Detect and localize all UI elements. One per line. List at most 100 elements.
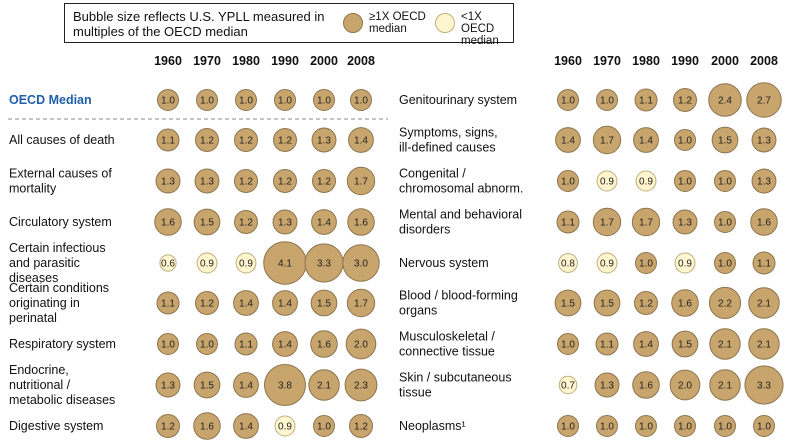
bubble-value-right-r5-2000: 2.2: [718, 299, 732, 310]
bubble-left-r2-1960: [155, 168, 181, 194]
bubble-value-left-r2-1970: 1.3: [200, 177, 214, 188]
bubble-value-right-r4-1990: 0.9: [678, 259, 692, 270]
legend-title: Bubble size reflects U.S. YPLL measured …: [73, 9, 325, 39]
bubble-value-right-r3-1960: 1.1: [561, 218, 575, 229]
bubble-value-left-r7-1960: 1.3: [161, 381, 175, 392]
row-label-right-7: Skin / subcutaneous tissue: [399, 371, 512, 400]
bubble-value-right-r2-1980: 0.9: [639, 177, 653, 188]
year-label-right-2000: 2000: [711, 54, 739, 68]
bubble-left-r7-1970: [193, 371, 221, 399]
bubble-value-right-r7-2008: 3.3: [757, 381, 771, 392]
bubble-value-right-r7-2000: 2.1: [718, 381, 732, 392]
bubble-value-left-r3-1980: 1.2: [239, 218, 253, 229]
row-label-right-2: Congenital / chromosomal abnorm.: [399, 167, 523, 196]
bubble-value-left-r1-1990: 1.2: [278, 136, 292, 147]
bubble-value-left-r2-1990: 1.2: [278, 177, 292, 188]
bubble-left-r0-1990: [274, 89, 296, 111]
bubble-value-left-r4-1960: 0.6: [161, 259, 175, 270]
bubble-left-r7-1960: [155, 372, 181, 398]
bubble-right-r6-1960: [557, 333, 579, 355]
bubble-left-r4-1980: [235, 252, 257, 274]
bubble-value-right-r4-1970: 0.9: [600, 259, 614, 270]
bubble-left-r8-2008: [349, 414, 373, 438]
bubble-value-left-r2-1960: 1.3: [161, 177, 175, 188]
bubble-value-left-r3-1970: 1.5: [200, 218, 214, 229]
bubble-value-right-r0-1990: 1.2: [678, 96, 692, 107]
bubble-right-r0-2000: [708, 83, 742, 117]
bubble-left-r8-1990: [274, 415, 296, 437]
bubble-value-left-r1-2000: 1.3: [317, 136, 331, 147]
year-label-right-1990: 1990: [671, 54, 699, 68]
bubble-right-r7-2000: [709, 369, 741, 401]
bubble-value-left-r3-2000: 1.4: [317, 218, 331, 229]
bubble-left-r0-2000: [313, 89, 335, 111]
bubble-value-left-r1-2008: 1.4: [354, 136, 368, 147]
bubble-value-left-r6-1970: 1.0: [200, 340, 214, 351]
bubble-right-r4-1990: [674, 252, 696, 274]
bubble-value-right-r1-1960: 1.4: [561, 136, 575, 147]
bubble-left-r2-2008: [346, 166, 376, 196]
bubble-right-r0-2008: [746, 82, 782, 118]
bubble-right-r6-1990: [671, 330, 699, 358]
year-label-left-1980: 1980: [232, 54, 260, 68]
bubble-right-r5-1970: [593, 289, 621, 317]
bubble-left-r6-1990: [272, 331, 298, 357]
row-label-left-0: OECD Median: [9, 93, 92, 107]
bubble-value-left-r7-1990: 3.8: [278, 381, 292, 392]
bubble-right-r1-2008: [751, 127, 777, 153]
bubble-right-r8-1970: [596, 415, 618, 437]
bubble-right-r1-1990: [674, 129, 696, 151]
bubble-left-r8-2000: [313, 415, 335, 437]
bubble-right-r3-1960: [556, 210, 580, 234]
year-label-right-1980: 1980: [632, 54, 660, 68]
year-label-left-1990: 1990: [271, 54, 299, 68]
bubble-value-right-r0-2008: 2.7: [757, 96, 771, 107]
bubble-value-left-r2-2008: 1.7: [354, 177, 368, 188]
bubble-value-right-r1-1980: 1.4: [639, 136, 653, 147]
bubble-value-left-r7-2008: 2.3: [354, 381, 368, 392]
bubble-left-r4-1960: [159, 254, 177, 272]
bubble-value-right-r3-2008: 1.6: [757, 218, 771, 229]
bubble-value-left-r7-1980: 1.4: [239, 381, 253, 392]
bubble-right-r7-1990: [669, 369, 701, 401]
bubble-value-left-r8-1980: 1.4: [239, 422, 253, 433]
bubble-value-left-r4-2000: 3.3: [317, 259, 331, 270]
row-label-left-4: Certain infectious and parasitic diseases: [9, 241, 106, 285]
bubble-value-right-r7-1980: 1.6: [639, 381, 653, 392]
bubble-right-r6-1980: [633, 331, 659, 357]
row-label-right-1: Symptoms, signs, ill-defined causes: [399, 126, 498, 155]
bubble-value-right-r6-1960: 1.0: [561, 340, 575, 351]
bubble-value-right-r8-2000: 1.0: [718, 422, 732, 433]
bubble-left-r1-1960: [156, 128, 180, 152]
bubble-value-left-r0-1990: 1.0: [278, 96, 292, 107]
bubble-value-right-r2-1970: 0.9: [600, 177, 614, 188]
bubble-left-r1-1970: [195, 128, 219, 152]
bubble-right-r5-1990: [671, 289, 699, 317]
bubble-right-r2-1970: [596, 170, 618, 192]
bubble-left-r7-1980: [233, 372, 259, 398]
bubble-value-right-r0-1960: 1.0: [561, 96, 575, 107]
bubble-value-right-r3-2000: 1.0: [718, 218, 732, 229]
bubble-value-left-r7-2000: 2.1: [317, 381, 331, 392]
bubble-value-right-r5-1970: 1.5: [600, 299, 614, 310]
bubble-right-r7-1980: [632, 371, 660, 399]
bubble-value-left-r8-1990: 0.9: [278, 422, 292, 433]
bubble-left-r5-2000: [310, 289, 338, 317]
row-label-right-4: Nervous system: [399, 256, 489, 270]
bubble-value-left-r5-1960: 1.1: [161, 299, 175, 310]
year-label-left-1960: 1960: [154, 54, 182, 68]
bubble-value-left-r2-1980: 1.2: [239, 177, 253, 188]
row-label-left-8: Digestive system: [9, 419, 103, 433]
legend-above-swatch: [343, 13, 363, 33]
bubble-right-r3-2000: [714, 211, 736, 233]
bubble-value-right-r4-2000: 1.0: [718, 259, 732, 270]
row-label-right-6: Musculoskeletal / connective tissue: [399, 330, 495, 359]
bubble-left-r5-1970: [195, 291, 219, 315]
bubble-value-right-r6-2000: 2.1: [718, 340, 732, 351]
bubble-value-left-r3-1990: 1.3: [278, 218, 292, 229]
bubble-value-left-r4-1990: 4.1: [278, 259, 292, 270]
bubble-value-right-r4-1980: 1.0: [639, 259, 653, 270]
bubble-right-r0-1980: [634, 88, 658, 112]
bubble-value-right-r8-1970: 1.0: [600, 422, 614, 433]
bubble-value-right-r2-1960: 1.0: [561, 177, 575, 188]
